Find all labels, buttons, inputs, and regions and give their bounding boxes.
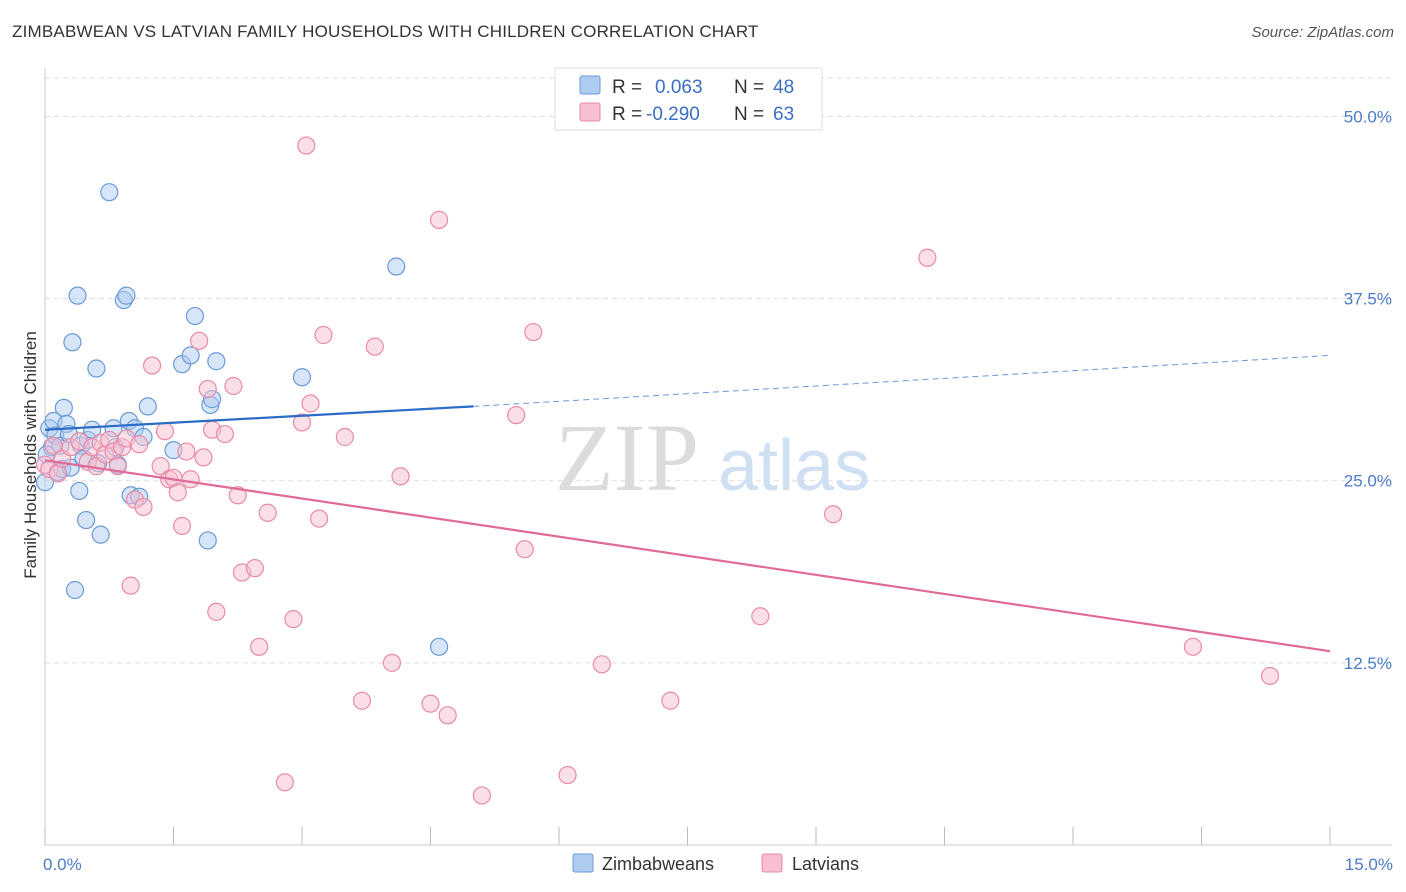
latvian-point (177, 442, 196, 461)
axis-layer: 12.5% 25.0% 37.5% 50.0% 0.0% 15.0% (43, 68, 1393, 874)
x-tick-label-min: 0.0% (43, 855, 82, 874)
latvian-point (134, 497, 153, 517)
latvian-point (284, 610, 303, 629)
latvian-point (421, 694, 440, 713)
zimbabwean-point (117, 286, 136, 305)
zimbabwean-point (77, 510, 96, 530)
latvian-point (1183, 637, 1203, 656)
y-tick-label: 37.5% (1344, 290, 1392, 309)
legend-r-value: -0.290 (646, 104, 700, 125)
latvian-point (172, 516, 192, 535)
chart-title: ZIMBABWEAN VS LATVIAN FAMILY HOUSEHOLDS … (12, 22, 759, 41)
legend-n-value: 63 (773, 104, 794, 125)
x-tick-label-max: 15.0% (1345, 855, 1393, 874)
legend-r-label: R = (612, 77, 642, 98)
latvian-point (751, 607, 770, 626)
series-legend-label-zimbabweans: Zimbabweans (602, 854, 714, 874)
latvian-point (194, 448, 213, 467)
latvian-point (314, 325, 333, 345)
y-axis-title: Family Households with Children (21, 331, 40, 579)
zimbabwean-point (68, 286, 87, 305)
y-tick-label: 25.0% (1344, 472, 1392, 491)
latvian-point (335, 427, 354, 447)
latvian-point (245, 559, 264, 578)
zimbabwean-point (185, 306, 205, 326)
latvian-point (558, 765, 577, 785)
zimbabwean-point (54, 398, 73, 417)
zimbabwean-point (87, 359, 106, 378)
latvian-point (661, 691, 680, 710)
legend-r-label: R = (612, 104, 642, 125)
y-tick-label: 50.0% (1344, 107, 1392, 126)
chart-source: Source: ZipAtlas.com (1251, 24, 1394, 41)
legend-n-value: 48 (773, 77, 794, 98)
latvian-point (228, 486, 247, 505)
zimbabwean-point (198, 531, 217, 550)
latvian-point (130, 435, 149, 454)
legend-n-label: N = (734, 104, 764, 125)
legend-r-value: 0.063 (655, 77, 703, 98)
series-legend-swatch-latvians (761, 853, 783, 873)
latvian-point (382, 653, 402, 672)
zimbabwean-point (91, 525, 110, 544)
legend-n-label: N = (734, 77, 764, 98)
series-legend-swatch-zimbabweans (572, 853, 594, 873)
latvian-point (352, 691, 372, 710)
series-legend: Zimbabweans Latvians (572, 853, 859, 874)
legend-swatch-latvians (579, 102, 601, 122)
latvian-point (918, 248, 937, 267)
latvian-point (524, 322, 543, 342)
latvian-point (429, 210, 449, 229)
latvian-point (292, 413, 312, 432)
latvian-point (250, 637, 269, 656)
zimbabwean-point (65, 580, 85, 600)
zimbabwean-point (100, 183, 119, 202)
zimbabwean-point (387, 257, 406, 276)
series-legend-label-latvians: Latvians (792, 854, 859, 874)
correlation-legend: R = 0.063 N = 48 R = -0.290 N = 63 (554, 67, 823, 131)
latvian-point (155, 422, 175, 441)
latvian-point (310, 509, 329, 528)
latvian-point (365, 337, 384, 356)
latvian-point (224, 376, 243, 396)
trend-layer (44, 354, 1331, 653)
zimbabwean-trend-extension (473, 354, 1331, 407)
latvian-point (391, 467, 410, 486)
latvian-point (181, 470, 200, 489)
latvian-point (1260, 666, 1280, 686)
zimbabwean-trend-line (44, 405, 474, 431)
watermark-zip: ZIP (555, 404, 699, 511)
latvian-point (151, 457, 170, 476)
latvian-point (168, 483, 187, 502)
y-tick-label: 12.5% (1344, 654, 1392, 673)
latvian-point (507, 406, 526, 425)
latvian-point (824, 505, 843, 524)
zimbabwean-point (138, 397, 157, 416)
watermark: ZIP atlas (555, 404, 870, 511)
latvian-point (258, 503, 277, 522)
latvian-point (592, 655, 611, 674)
latvian-point (190, 331, 209, 350)
latvian-point (515, 540, 534, 559)
latvian-point (472, 786, 491, 805)
latvian-point (207, 602, 226, 621)
latvian-point (275, 773, 294, 792)
latvian-point (142, 356, 162, 375)
latvian-point (198, 379, 217, 399)
zimbabwean-point (292, 368, 312, 387)
latvian-point (121, 576, 140, 595)
latvian-point (438, 706, 457, 725)
latvian-point (215, 424, 234, 444)
zimbabwean-point (70, 481, 89, 501)
zimbabwean-point (181, 346, 200, 365)
zimbabwean-point (207, 352, 226, 371)
latvian-trend-line (44, 459, 1331, 653)
watermark-atlas: atlas (718, 426, 870, 506)
zimbabwean-point (63, 333, 82, 352)
zimbabwean-point (429, 637, 449, 656)
latvian-point (301, 394, 320, 413)
legend-swatch-zimbabweans (579, 75, 601, 95)
latvian-point (297, 136, 316, 155)
